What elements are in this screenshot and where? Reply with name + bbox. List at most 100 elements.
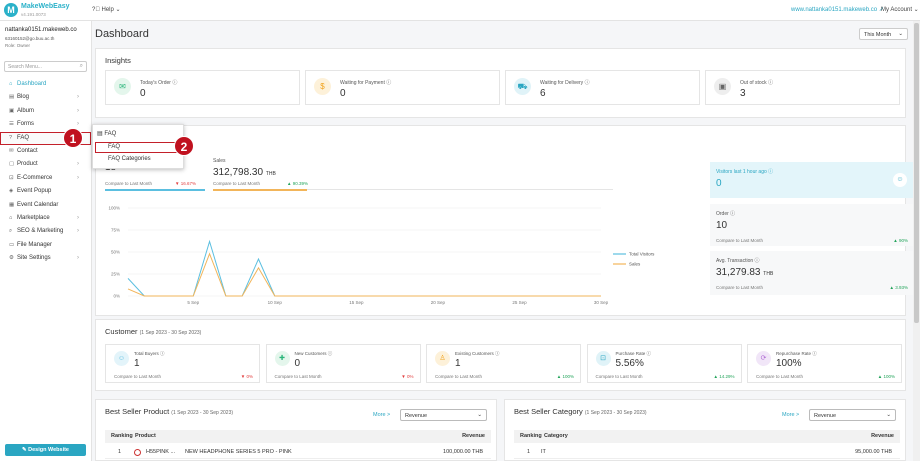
insight-value: 0 xyxy=(140,88,146,99)
sidebar-item-label: Forms xyxy=(17,121,34,128)
sidebar-item-forms[interactable]: ☰ Forms › xyxy=(0,118,91,131)
period-select[interactable]: This Month ⌄ xyxy=(859,28,908,40)
info-icon: ⓘ xyxy=(730,211,736,217)
chevron-down-icon: ⌄ xyxy=(477,412,482,418)
help-menu[interactable]: ?⃝ Help ⌄ xyxy=(92,7,121,13)
user-email: 63160152@go.buu.ac.th xyxy=(5,36,55,41)
search-menu-input[interactable]: Search Menu... ⌕ xyxy=(4,61,87,72)
customer-value: 1 xyxy=(455,358,461,369)
customer-change: ▲ 100% xyxy=(556,374,574,379)
customer-compare: Compare to Last Month xyxy=(114,374,162,379)
customer-purchase-rate[interactable]: ⊡ Purchase Rate ⓘ 5.56% Compare to Last Mon… xyxy=(586,344,742,383)
top-bar: M MakeWebEasy v4.191.0073 ?⃝ Help ⌄ www.… xyxy=(0,0,920,21)
insight-out-of-stock[interactable]: ▣ Out of stock ⓘ 3 xyxy=(705,70,900,105)
insight-label: Waiting for Payment ⓘ xyxy=(340,79,391,86)
x-tick-label: 30 Sep xyxy=(594,300,609,305)
logo-icon[interactable]: M xyxy=(4,3,18,17)
col-category: Category xyxy=(544,433,568,439)
site-link[interactable]: www.nattanka0151.makeweb.co ↗ xyxy=(791,6,884,13)
pencil-icon: ✎ xyxy=(22,447,29,453)
faq-submenu-header: ▤ FAQ xyxy=(97,130,116,137)
stat-value-text: 10 xyxy=(716,220,728,231)
chevron-right-icon: › xyxy=(77,255,79,262)
sales-label: Sales xyxy=(213,158,226,164)
popup-icon: ◈ xyxy=(9,188,14,195)
best-product-metric-select[interactable]: Revenue ⌄ xyxy=(400,409,487,421)
box-icon: ▣ xyxy=(714,78,731,95)
row-rank: 1 xyxy=(527,449,531,455)
sidebar-item-e-commerce[interactable]: ⊡ E-Commerce › xyxy=(0,172,91,185)
visitors-change: ▼ 16.67% xyxy=(175,181,196,186)
sidebar-item-site-settings[interactable]: ⚙ Site Settings › xyxy=(0,252,91,265)
row-revenue: 95,000.00 THB xyxy=(855,449,892,455)
sidebar-item-product[interactable]: ▢ Product › xyxy=(0,158,91,171)
best-category-more-link[interactable]: More > xyxy=(782,412,800,418)
period-value: This Month xyxy=(864,32,892,38)
chevron-down-icon: ⌄ xyxy=(898,31,903,37)
sidebar-item-event-popup[interactable]: ◈ Event Popup xyxy=(0,185,91,198)
sidebar-item-label: Site Settings xyxy=(17,255,51,262)
sidebar-item-blog[interactable]: ▤ Blog › xyxy=(0,91,91,104)
sidebar-item-event-calendar[interactable]: ▦ Event Calendar xyxy=(0,199,91,212)
sidebar-item-file-manager[interactable]: ▭ File Manager xyxy=(0,239,91,252)
search-icon: ⌕ xyxy=(79,63,83,69)
sidebar-item-seo-marketing[interactable]: ⌕ SEO & Marketing › xyxy=(0,225,91,238)
customer-repurchase-rate[interactable]: ⟳ Repurchase Rate ⓘ 100% Compare to Last Mo… xyxy=(747,344,902,383)
stat-avg-transaction: Avg. Transaction ⓘ 31,279.83 THB Compare t… xyxy=(710,251,916,295)
insight-today-s-order[interactable]: ✉ Today's Order ⓘ 0 xyxy=(105,70,300,105)
insight-label: Waiting for Delivery ⓘ xyxy=(540,79,590,86)
sidebar-item-label: Album xyxy=(17,107,35,114)
best-category-metric-select[interactable]: Revenue ⌄ xyxy=(809,409,896,421)
customer-existing-customers[interactable]: ♙ Existing Customers ⓘ 1 Compare to Last Mo… xyxy=(426,344,581,383)
page-scrollbar[interactable] xyxy=(913,21,920,461)
sidebar-item-marketplace[interactable]: ⌂ Marketplace › xyxy=(0,212,91,225)
best-product-range: (1 Sep 2023 - 30 Sep 2023) xyxy=(171,410,234,416)
best-category-range: (1 Sep 2023 - 30 Sep 2023) xyxy=(584,410,647,416)
x-tick-label: 5 Sep xyxy=(187,300,199,305)
account-menu[interactable]: My Account ⌄ xyxy=(881,7,919,13)
insight-label: Out of stock ⓘ xyxy=(740,79,773,86)
buyers-icon: ☺ xyxy=(114,351,129,366)
customer-value: 5.56% xyxy=(615,358,644,369)
insight-waiting-for-delivery[interactable]: ⛟ Waiting for Delivery ⓘ 6 xyxy=(505,70,700,105)
insight-label-text: Waiting for Delivery xyxy=(540,80,584,86)
visitors-sales-chart: 100% 75% 50% 25% 0% 5 Sep 10 Sep 15 Sep 20 Sep 25… xyxy=(108,206,655,306)
sales-overview-card: 18 Compare to Last Month ▼ 16.67% Sales … xyxy=(95,125,916,316)
sidebar-item-album[interactable]: ▣ Album › xyxy=(0,105,91,118)
table-row[interactable]: 1 IT 95,000.00 THB xyxy=(514,446,900,459)
sales-underline xyxy=(213,189,307,191)
customer-label-text: Existing Customers xyxy=(455,351,494,356)
design-website-button[interactable]: ✎ Design Website xyxy=(5,444,86,456)
external-link-icon: ↗ xyxy=(878,7,884,13)
row-product-name: NEW HEADPHONE SERIES 5 PRO - PINK xyxy=(185,449,292,455)
stat-label-text: Visitors last 1 hour ago xyxy=(716,169,767,175)
insight-waiting-for-payment[interactable]: $ Waiting for Payment ⓘ 0 xyxy=(305,70,500,105)
sidebar-item-contact[interactable]: ✉ Contact xyxy=(0,145,91,158)
insights-card: Insights ✉ Today's Order ⓘ 0 $ Waiting for P… xyxy=(95,48,906,118)
cart-icon: ⊡ xyxy=(595,351,611,366)
best-seller-product-card: Best Seller Product (1 Sep 2023 - 30 Sep… xyxy=(95,399,497,461)
submenu-item-faq-categories[interactable]: FAQ Categories xyxy=(108,156,151,162)
table-row[interactable]: 1 H55PINK ... NEW HEADPHONE SERIES 5 PRO… xyxy=(105,446,491,459)
faq-icon: ▤ xyxy=(97,131,105,137)
sidebar-menu: ⌂ Dashboard ▤Blog › ▣Album › ☰Forms ›? FAQ › ✉Cont… xyxy=(0,78,91,265)
customer-label-text: Total Buyers xyxy=(134,351,159,356)
scrollbar-thumb[interactable] xyxy=(914,23,919,323)
sales-unit: THB xyxy=(265,171,276,177)
chevron-down-icon: ⌄ xyxy=(886,412,891,418)
customer-total-buyers[interactable]: ☺ Total Buyers ⓘ 1 Compare to Last Month ▼ 0… xyxy=(105,344,260,383)
sidebar-item-dashboard[interactable]: ⌂ Dashboard xyxy=(0,78,91,91)
x-tick-label: 20 Sep xyxy=(431,300,446,305)
info-icon: ⓘ xyxy=(768,169,774,175)
sales-change: ▲ 90.39% xyxy=(287,181,308,186)
row-revenue: 100,000.00 THB xyxy=(443,449,483,455)
best-product-more-link[interactable]: More > xyxy=(373,412,391,418)
stat-label: Visitors last 1 hour ago ⓘ xyxy=(716,168,773,175)
info-icon: ⓘ xyxy=(160,351,165,356)
chevron-right-icon: › xyxy=(77,228,79,235)
best-product-title-text: Best Seller Product xyxy=(105,407,170,416)
customer-new-customers[interactable]: ✚ New Customers ⓘ 0 Compare to Last Month ▼ … xyxy=(265,344,421,383)
chevron-right-icon: › xyxy=(77,174,79,181)
truck-icon: ⛟ xyxy=(514,78,531,95)
submenu-item-faq[interactable]: FAQ xyxy=(95,142,181,153)
